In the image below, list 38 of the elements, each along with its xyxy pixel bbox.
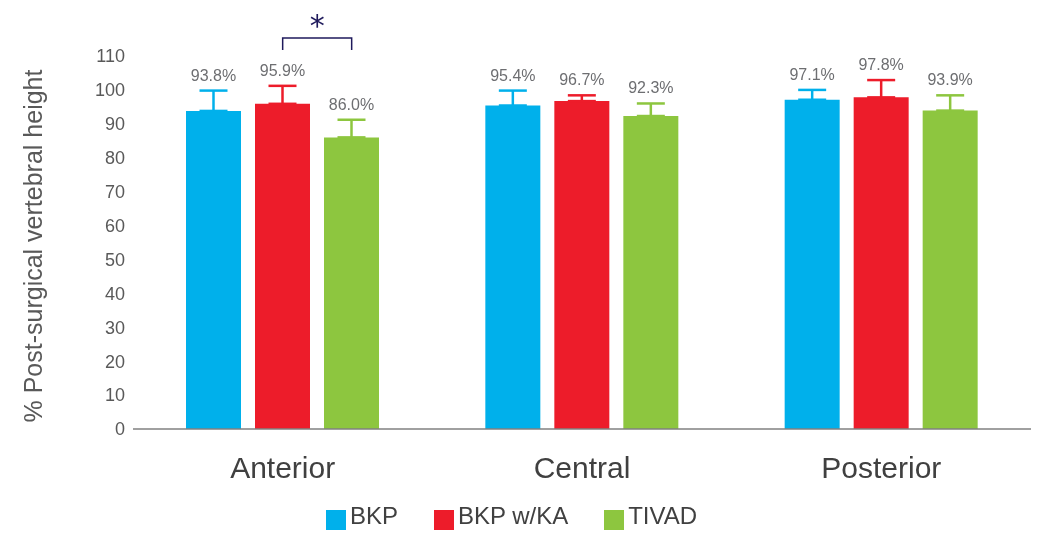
y-tick-label: 40: [104, 283, 125, 304]
data-label: 95.9%: [259, 61, 306, 79]
y-axis-title: % Post-surgical vertebral height: [18, 69, 47, 423]
data-label: 97.8%: [858, 56, 904, 74]
y-tick-label: 60: [104, 215, 125, 236]
y-tick-label: 50: [104, 249, 125, 270]
y-tick-label: 20: [104, 351, 125, 372]
bar: [784, 99, 840, 429]
data-label: 93.8%: [190, 66, 237, 84]
y-tick-label: 100: [94, 80, 125, 101]
y-tick-label: 90: [104, 114, 125, 135]
bar: [623, 116, 679, 429]
bar: [485, 105, 541, 429]
y-tick-label: 80: [104, 148, 125, 169]
x-tick-label: Anterior: [230, 451, 336, 485]
data-label: 86.0%: [328, 95, 375, 113]
legend-label: TIVAD: [628, 502, 698, 529]
text: *: [309, 8, 325, 43]
x-tick-label: Posterior: [821, 451, 942, 485]
y-tick-label: 0: [114, 419, 125, 440]
bar: [922, 110, 978, 429]
y-tick-label: 10: [104, 385, 125, 406]
data-label: 95.4%: [490, 66, 536, 84]
bar: [853, 97, 909, 429]
bar: [255, 103, 310, 429]
y-tick-label: 30: [104, 317, 125, 338]
data-label: 96.7%: [559, 71, 605, 89]
bar: [324, 137, 379, 429]
data-label: 93.9%: [927, 71, 973, 89]
data-label: 92.3%: [628, 79, 674, 97]
y-tick-label: 70: [104, 182, 125, 203]
bar: [186, 110, 241, 429]
legend-label: BKP w/KA: [457, 502, 569, 529]
data-label: 97.1%: [789, 65, 835, 83]
y-tick-label: 110: [96, 46, 125, 67]
legend-label: BKP: [349, 502, 398, 529]
x-tick-label: Central: [533, 451, 631, 485]
bar: [554, 101, 610, 429]
